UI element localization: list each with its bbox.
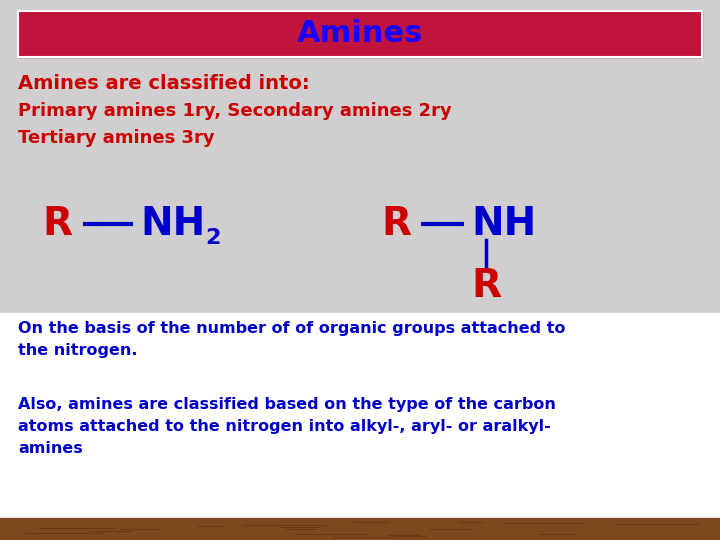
Text: NH: NH: [472, 205, 537, 243]
Bar: [18, 11, 702, 57]
Text: R: R: [471, 267, 501, 305]
Text: Also, amines are classified based on the type of the carbon
atoms attached to th: Also, amines are classified based on the…: [18, 397, 556, 456]
Text: On the basis of the number of of organic groups attached to
the nitrogen.: On the basis of the number of of organic…: [18, 321, 565, 359]
Text: NH: NH: [140, 205, 206, 243]
Text: R: R: [42, 205, 73, 243]
Text: 2: 2: [205, 227, 220, 248]
Text: Tertiary amines 3ry: Tertiary amines 3ry: [18, 129, 215, 147]
Text: Amines are classified into:: Amines are classified into:: [18, 74, 310, 93]
Text: Primary amines 1ry, Secondary amines 2ry: Primary amines 1ry, Secondary amines 2ry: [18, 102, 451, 120]
Bar: [0, 518, 720, 540]
Text: Amines: Amines: [297, 19, 423, 48]
Bar: [0, 313, 720, 518]
Bar: [18, 11, 702, 57]
Text: R: R: [381, 205, 411, 243]
